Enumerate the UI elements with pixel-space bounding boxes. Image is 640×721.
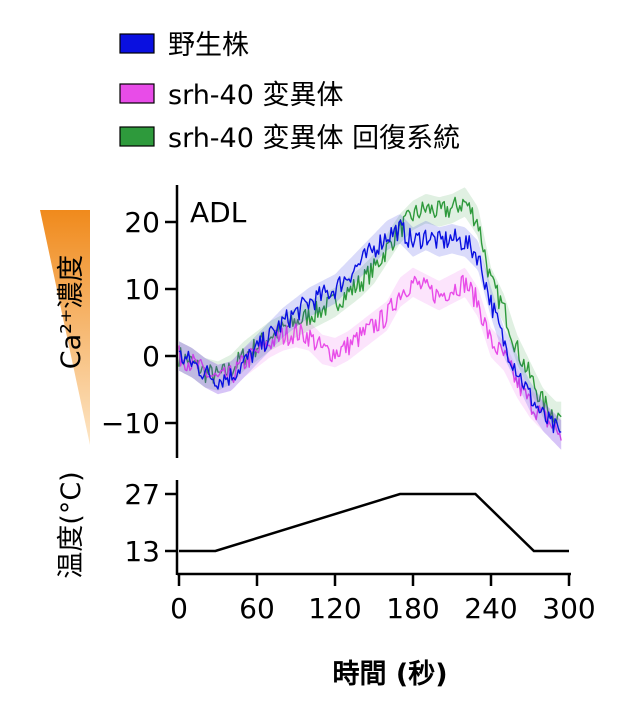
legend-entry-wild-type: 野生株 [119, 30, 249, 61]
time-x-tick-label: 120 [308, 592, 361, 625]
time-x-ticks: 0 60 120 180 240 300 [170, 574, 596, 625]
calcium-y-tick-label: 0 [142, 340, 160, 373]
time-x-tick-label: 60 [239, 592, 275, 625]
calcium-panel: 20 10 0 −10 ADL Ca²⁺濃度 [56, 185, 562, 458]
legend-swatch-rescue [119, 126, 155, 147]
series-line-rescue [178, 196, 562, 425]
legend-label-wild-type: 野生株 [168, 30, 249, 61]
legend-label-rescue: srh-40 変異体 回復系統 [168, 123, 460, 154]
legend-swatch-wild-type [119, 33, 155, 54]
legend-entry-mutant: srh-40 変異体 [119, 80, 344, 111]
legend: 野生株 srh-40 変異体 srh-40 変異体 回復系統 [119, 30, 460, 154]
calcium-y-axis-label: Ca²⁺濃度 [56, 255, 87, 369]
time-x-tick-label: 180 [386, 592, 439, 625]
legend-entry-rescue: srh-40 変異体 回復系統 [119, 123, 460, 154]
calcium-y-tick-label: 20 [124, 206, 160, 239]
temperature-series [179, 492, 569, 553]
temperature-y-tick-label: 13 [124, 535, 160, 568]
temperature-y-axis-label: 温度(°C) [56, 471, 87, 578]
temperature-line [179, 492, 569, 553]
concentration-gradient-wedge [40, 210, 90, 445]
temperature-y-tick-label: 27 [124, 478, 160, 511]
calcium-y-tick-label: 10 [124, 273, 160, 306]
temperature-panel: 27 13 0 60 120 180 240 300 温度(°C) 時間 (秒) [56, 471, 596, 690]
calcium-series [178, 187, 562, 450]
series-band-mutant [179, 267, 562, 450]
calcium-y-ticks: 20 10 0 −10 [101, 206, 177, 440]
time-x-tick-label: 300 [542, 592, 595, 625]
series-line-mutant [178, 274, 562, 441]
time-x-axis-label: 時間 (秒) [332, 659, 447, 690]
series-band-wild-type [179, 214, 562, 450]
series-line-wild-type [178, 219, 562, 434]
panel-label: ADL [190, 196, 247, 229]
legend-label-mutant: srh-40 変異体 [168, 80, 344, 111]
legend-swatch-mutant [119, 83, 155, 104]
time-x-tick-label: 0 [170, 592, 188, 625]
calcium-y-tick-label: −10 [101, 407, 160, 440]
temperature-y-ticks: 27 13 [124, 478, 177, 568]
time-x-tick-label: 240 [464, 592, 517, 625]
